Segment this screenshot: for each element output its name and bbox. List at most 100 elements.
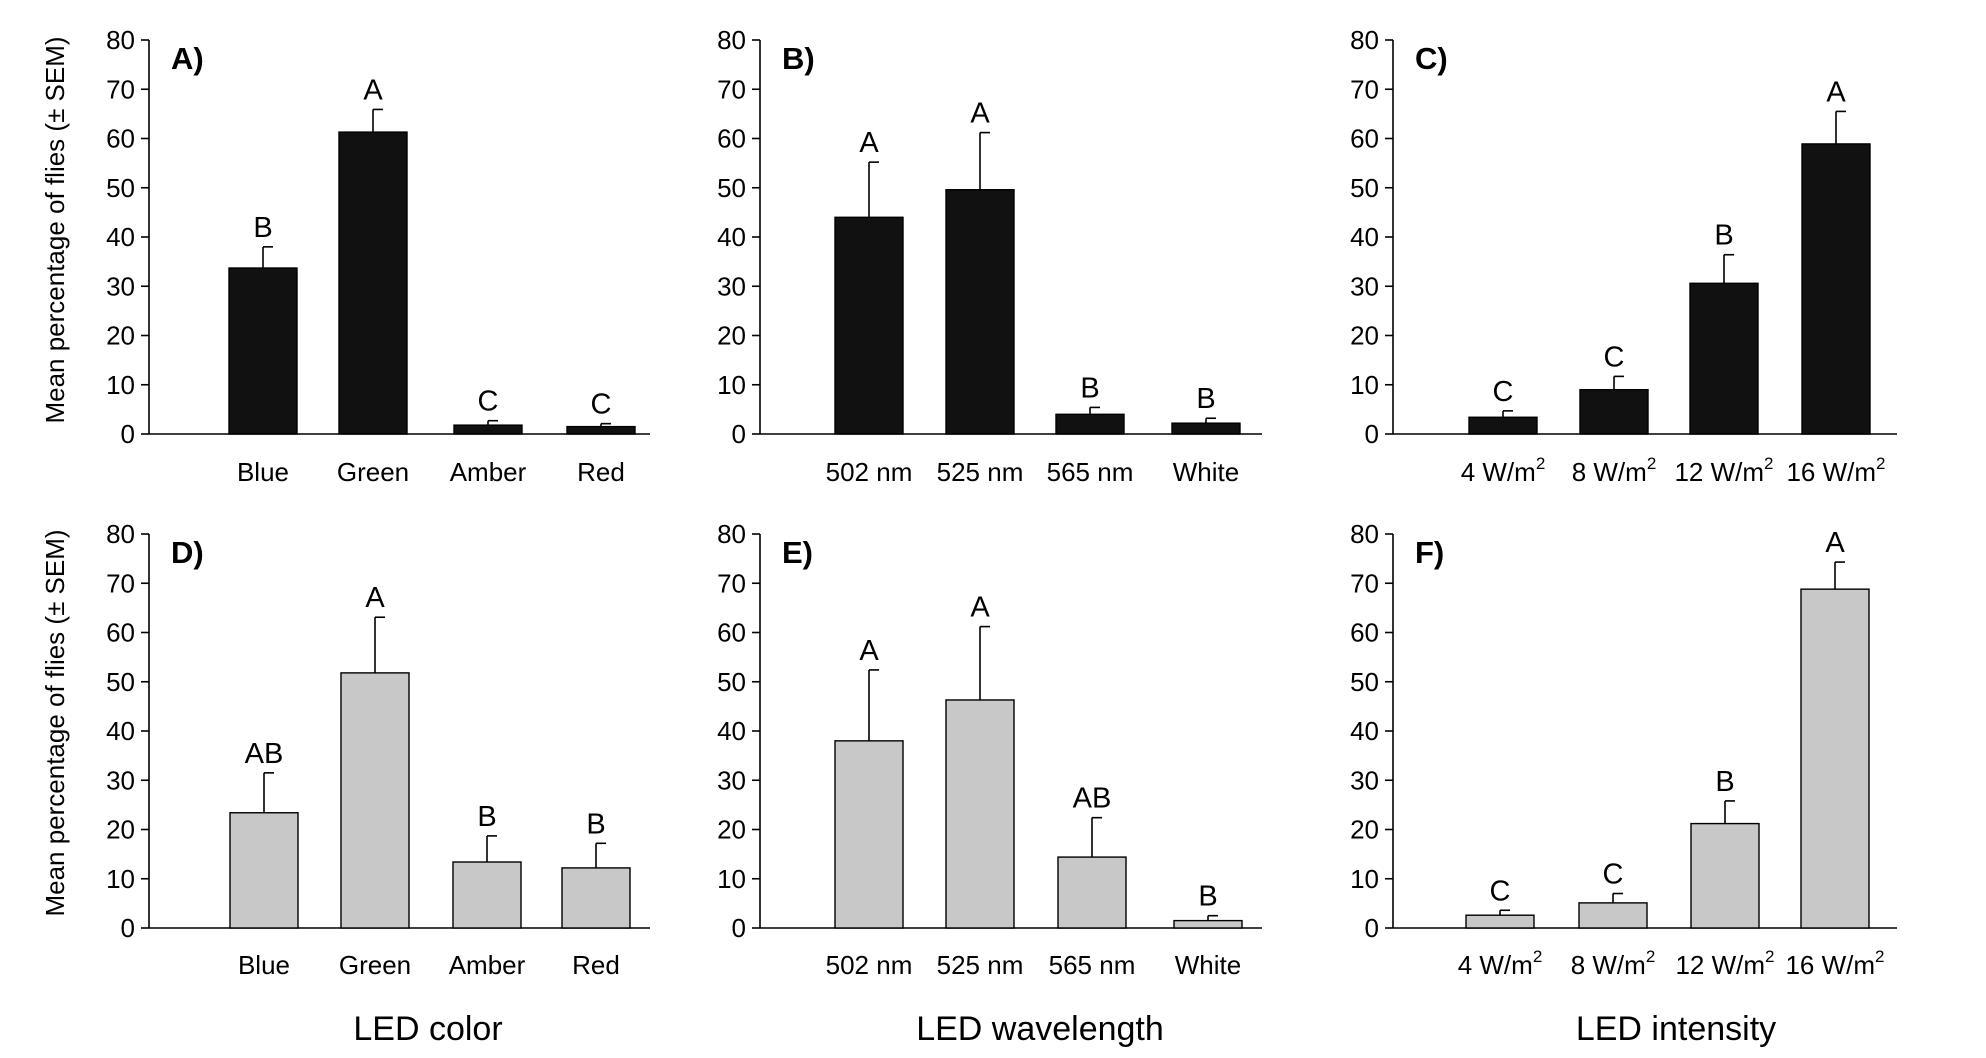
y-tick-label: 60 bbox=[717, 618, 746, 648]
bar-f-3 bbox=[1800, 588, 1870, 929]
y-tick-label: 30 bbox=[717, 271, 746, 301]
significance-letter: B bbox=[1715, 766, 1734, 798]
category-label: 565 nm bbox=[1049, 950, 1136, 980]
significance-letter: B bbox=[1080, 372, 1099, 404]
y-tick-label: 80 bbox=[1350, 519, 1379, 549]
category-label: Blue bbox=[238, 950, 290, 980]
category-label: 8 W/m2 bbox=[1571, 947, 1656, 980]
panel-d: 0 10 20 30 40 50 60 70 80 D) AB Blue A Green B Amber B Re… bbox=[106, 519, 650, 980]
y-tick-label: 40 bbox=[1350, 716, 1379, 746]
panel-label: A) bbox=[171, 41, 204, 76]
significance-letter: AB bbox=[245, 738, 284, 770]
y-tick-label: 30 bbox=[1350, 271, 1379, 301]
category-label: Green bbox=[339, 950, 411, 980]
y-tick-label: 50 bbox=[717, 173, 746, 203]
y-tick-label: 80 bbox=[106, 25, 135, 55]
y-tick-label: 30 bbox=[106, 765, 135, 795]
y-tick-label: 10 bbox=[106, 370, 135, 400]
significance-letter: C bbox=[1604, 341, 1625, 373]
y-tick-label: 60 bbox=[106, 618, 135, 648]
y-tick-label: 40 bbox=[717, 716, 746, 746]
bar-f-2 bbox=[1690, 822, 1760, 929]
y-tick-label: 50 bbox=[1350, 173, 1379, 203]
category-label: Green bbox=[337, 457, 409, 487]
significance-letter: A bbox=[859, 635, 879, 667]
y-tick-label: 30 bbox=[717, 765, 746, 795]
category-label: 12 W/m2 bbox=[1675, 947, 1774, 980]
panel-f: 0 10 20 30 40 50 60 70 80 F) C 4 W/m2 C 8 W/m2 B 12 W/m… bbox=[1350, 519, 1897, 980]
bar-e-1 bbox=[945, 699, 1015, 929]
y-tick-label: 60 bbox=[1350, 124, 1379, 154]
significance-letter: C bbox=[478, 386, 499, 418]
panel-b: 0 10 20 30 40 50 60 70 80 B) A 502 nm A 525 nm B 565 nm… bbox=[717, 25, 1262, 487]
y-tick-label: 60 bbox=[1350, 618, 1379, 648]
significance-letter: A bbox=[970, 592, 990, 624]
bar-c-0 bbox=[1468, 416, 1538, 435]
category-label: 525 nm bbox=[937, 950, 1024, 980]
y-tick-label: 80 bbox=[106, 519, 135, 549]
bar-e-2 bbox=[1057, 856, 1127, 929]
y-tick-label: 20 bbox=[1350, 321, 1379, 351]
y-tick-label: 0 bbox=[121, 913, 135, 943]
y-tick-label: 70 bbox=[717, 74, 746, 104]
unit-superscript: 2 bbox=[1876, 454, 1885, 473]
significance-letter: B bbox=[586, 808, 605, 840]
category-label: White bbox=[1175, 950, 1241, 980]
bar-d-3 bbox=[561, 867, 631, 929]
significance-letter: AB bbox=[1073, 783, 1112, 815]
bar-a-1 bbox=[338, 131, 408, 435]
bar-f-0 bbox=[1465, 914, 1535, 929]
y-tick-label: 10 bbox=[717, 864, 746, 894]
x-axis-label-wavelength: LED wavelength bbox=[916, 1010, 1164, 1048]
y-tick-label: 30 bbox=[1350, 765, 1379, 795]
y-tick-label: 50 bbox=[106, 667, 135, 697]
x-axis-label-intensity: LED intensity bbox=[1576, 1010, 1776, 1048]
bar-d-0 bbox=[229, 812, 299, 929]
category-label: White bbox=[1173, 457, 1239, 487]
panel-e: 0 10 20 30 40 50 60 70 80 E) A 502 nm A 525 nm AB 565 n… bbox=[717, 519, 1262, 980]
x-axis-label-color: LED color bbox=[353, 1010, 502, 1048]
bar-b-2 bbox=[1055, 413, 1125, 435]
bar-d-2 bbox=[452, 861, 522, 929]
significance-letter: C bbox=[1490, 875, 1511, 907]
bar-c-2 bbox=[1689, 282, 1759, 435]
category-label: Amber bbox=[450, 457, 527, 487]
y-tick-label: 60 bbox=[717, 124, 746, 154]
category-label: 565 nm bbox=[1047, 457, 1134, 487]
panel-label: E) bbox=[782, 535, 813, 570]
bar-c-1 bbox=[1579, 388, 1649, 435]
panel-label: F) bbox=[1415, 535, 1444, 570]
y-tick-label: 40 bbox=[106, 222, 135, 252]
y-tick-label: 50 bbox=[106, 173, 135, 203]
unit-superscript: 2 bbox=[1765, 947, 1774, 966]
y-tick-label: 20 bbox=[106, 815, 135, 845]
y-tick-label: 10 bbox=[1350, 864, 1379, 894]
panel-label: B) bbox=[782, 41, 815, 76]
significance-letter: A bbox=[365, 582, 385, 614]
y-tick-label: 40 bbox=[106, 716, 135, 746]
unit-superscript: 2 bbox=[1536, 454, 1545, 473]
significance-letter: B bbox=[1714, 220, 1733, 252]
y-tick-label: 70 bbox=[1350, 568, 1379, 598]
unit-superscript: 2 bbox=[1875, 947, 1884, 966]
significance-letter: B bbox=[1196, 383, 1215, 415]
significance-letter: C bbox=[591, 389, 612, 421]
category-label: 4 W/m2 bbox=[1458, 947, 1543, 980]
category-label: 16 W/m2 bbox=[1786, 454, 1885, 487]
y-tick-label: 10 bbox=[717, 370, 746, 400]
category-label: 4 W/m2 bbox=[1461, 454, 1546, 487]
category-label: 502 nm bbox=[826, 457, 913, 487]
bar-d-1 bbox=[340, 672, 410, 929]
unit-superscript: 2 bbox=[1647, 454, 1656, 473]
y-tick-label: 0 bbox=[732, 913, 746, 943]
significance-letter: C bbox=[1493, 376, 1514, 408]
significance-letter: A bbox=[1825, 527, 1845, 559]
bar-a-3 bbox=[566, 425, 636, 435]
y-tick-label: 80 bbox=[717, 25, 746, 55]
y-tick-label: 20 bbox=[106, 321, 135, 351]
y-tick-label: 50 bbox=[1350, 667, 1379, 697]
panel-label: D) bbox=[171, 535, 204, 570]
panel-a: 0 10 20 30 40 50 60 70 80 A) B Blue A Green C Amber C Red bbox=[106, 25, 650, 487]
significance-letter: A bbox=[970, 98, 990, 130]
y-tick-label: 70 bbox=[1350, 74, 1379, 104]
